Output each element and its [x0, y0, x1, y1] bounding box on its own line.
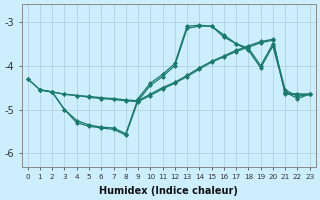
X-axis label: Humidex (Indice chaleur): Humidex (Indice chaleur)	[99, 186, 238, 196]
